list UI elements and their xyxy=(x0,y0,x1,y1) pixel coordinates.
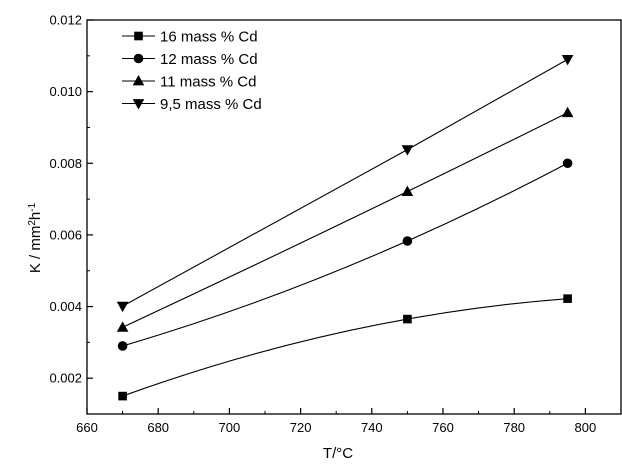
x-tick-label: 720 xyxy=(290,420,312,435)
legend-marker xyxy=(134,31,143,41)
x-axis-title: T/°C xyxy=(323,445,353,462)
data-point-series-2 xyxy=(117,341,128,351)
legend-marker xyxy=(132,99,145,110)
legend: 16 mass % Cd 12 mass % Cd 11 mass % Cd 9,5 … xyxy=(122,29,262,113)
data-point-series-1 xyxy=(403,314,412,324)
data-point-series-3 xyxy=(116,321,129,332)
y-tick-label: 0.010 xyxy=(49,84,82,99)
data-point-series-3 xyxy=(561,106,574,118)
series-line-1 xyxy=(122,298,568,397)
series-line-3 xyxy=(122,112,568,328)
data-point-series-3 xyxy=(401,185,414,196)
data-point-series-4 xyxy=(561,55,574,66)
legend-label: 11 mass % Cd xyxy=(160,74,256,91)
x-tick-label: 700 xyxy=(219,420,241,435)
y-tick-label: 0.008 xyxy=(49,156,82,171)
y-tick-label: 0.002 xyxy=(49,371,82,386)
series-lines xyxy=(122,58,568,397)
y-axis-title-sup2: -1 xyxy=(27,202,38,211)
legend-label: 9,5 mass % Cd xyxy=(160,96,262,113)
series-line-2 xyxy=(122,162,568,347)
x-tick-label: 760 xyxy=(432,420,454,435)
legend-marker xyxy=(132,75,145,86)
legend-marker xyxy=(133,53,144,64)
x-tick-label: 680 xyxy=(147,420,169,435)
data-point-series-1 xyxy=(563,294,572,303)
plot-border xyxy=(86,19,622,415)
y-tick-label: 0.006 xyxy=(49,227,82,242)
data-point-series-4 xyxy=(401,145,414,156)
series-markers xyxy=(116,55,574,401)
y-axis-title-h: h xyxy=(27,212,44,220)
legend-label: 12 mass % Cd xyxy=(160,51,258,68)
y-tick-label: 0.012 xyxy=(49,13,82,28)
y-tick-label: 0.004 xyxy=(49,299,82,314)
x-tick-label: 780 xyxy=(503,420,525,435)
x-axis-ticks: 660 680 700 720 740 760 780 800 xyxy=(76,408,596,435)
legend-label: 16 mass % Cd xyxy=(160,29,258,46)
x-tick-label: 800 xyxy=(575,420,597,435)
data-point-series-2 xyxy=(562,158,573,169)
plot-frame xyxy=(86,19,622,415)
y-axis-ticks: 0.002 0.004 0.006 0.008 0.010 0.012 xyxy=(49,13,93,415)
data-point-series-1 xyxy=(118,391,127,401)
x-tick-label: 740 xyxy=(361,420,383,435)
x-tick-label: 660 xyxy=(76,420,98,435)
data-point-series-2 xyxy=(402,236,413,246)
y-axis-title-main: K / mm xyxy=(27,226,44,274)
data-point-series-4 xyxy=(116,301,129,313)
y-axis-title: K / mm2h-1 xyxy=(27,202,45,273)
y-axis-title-sup: 2 xyxy=(27,220,38,226)
